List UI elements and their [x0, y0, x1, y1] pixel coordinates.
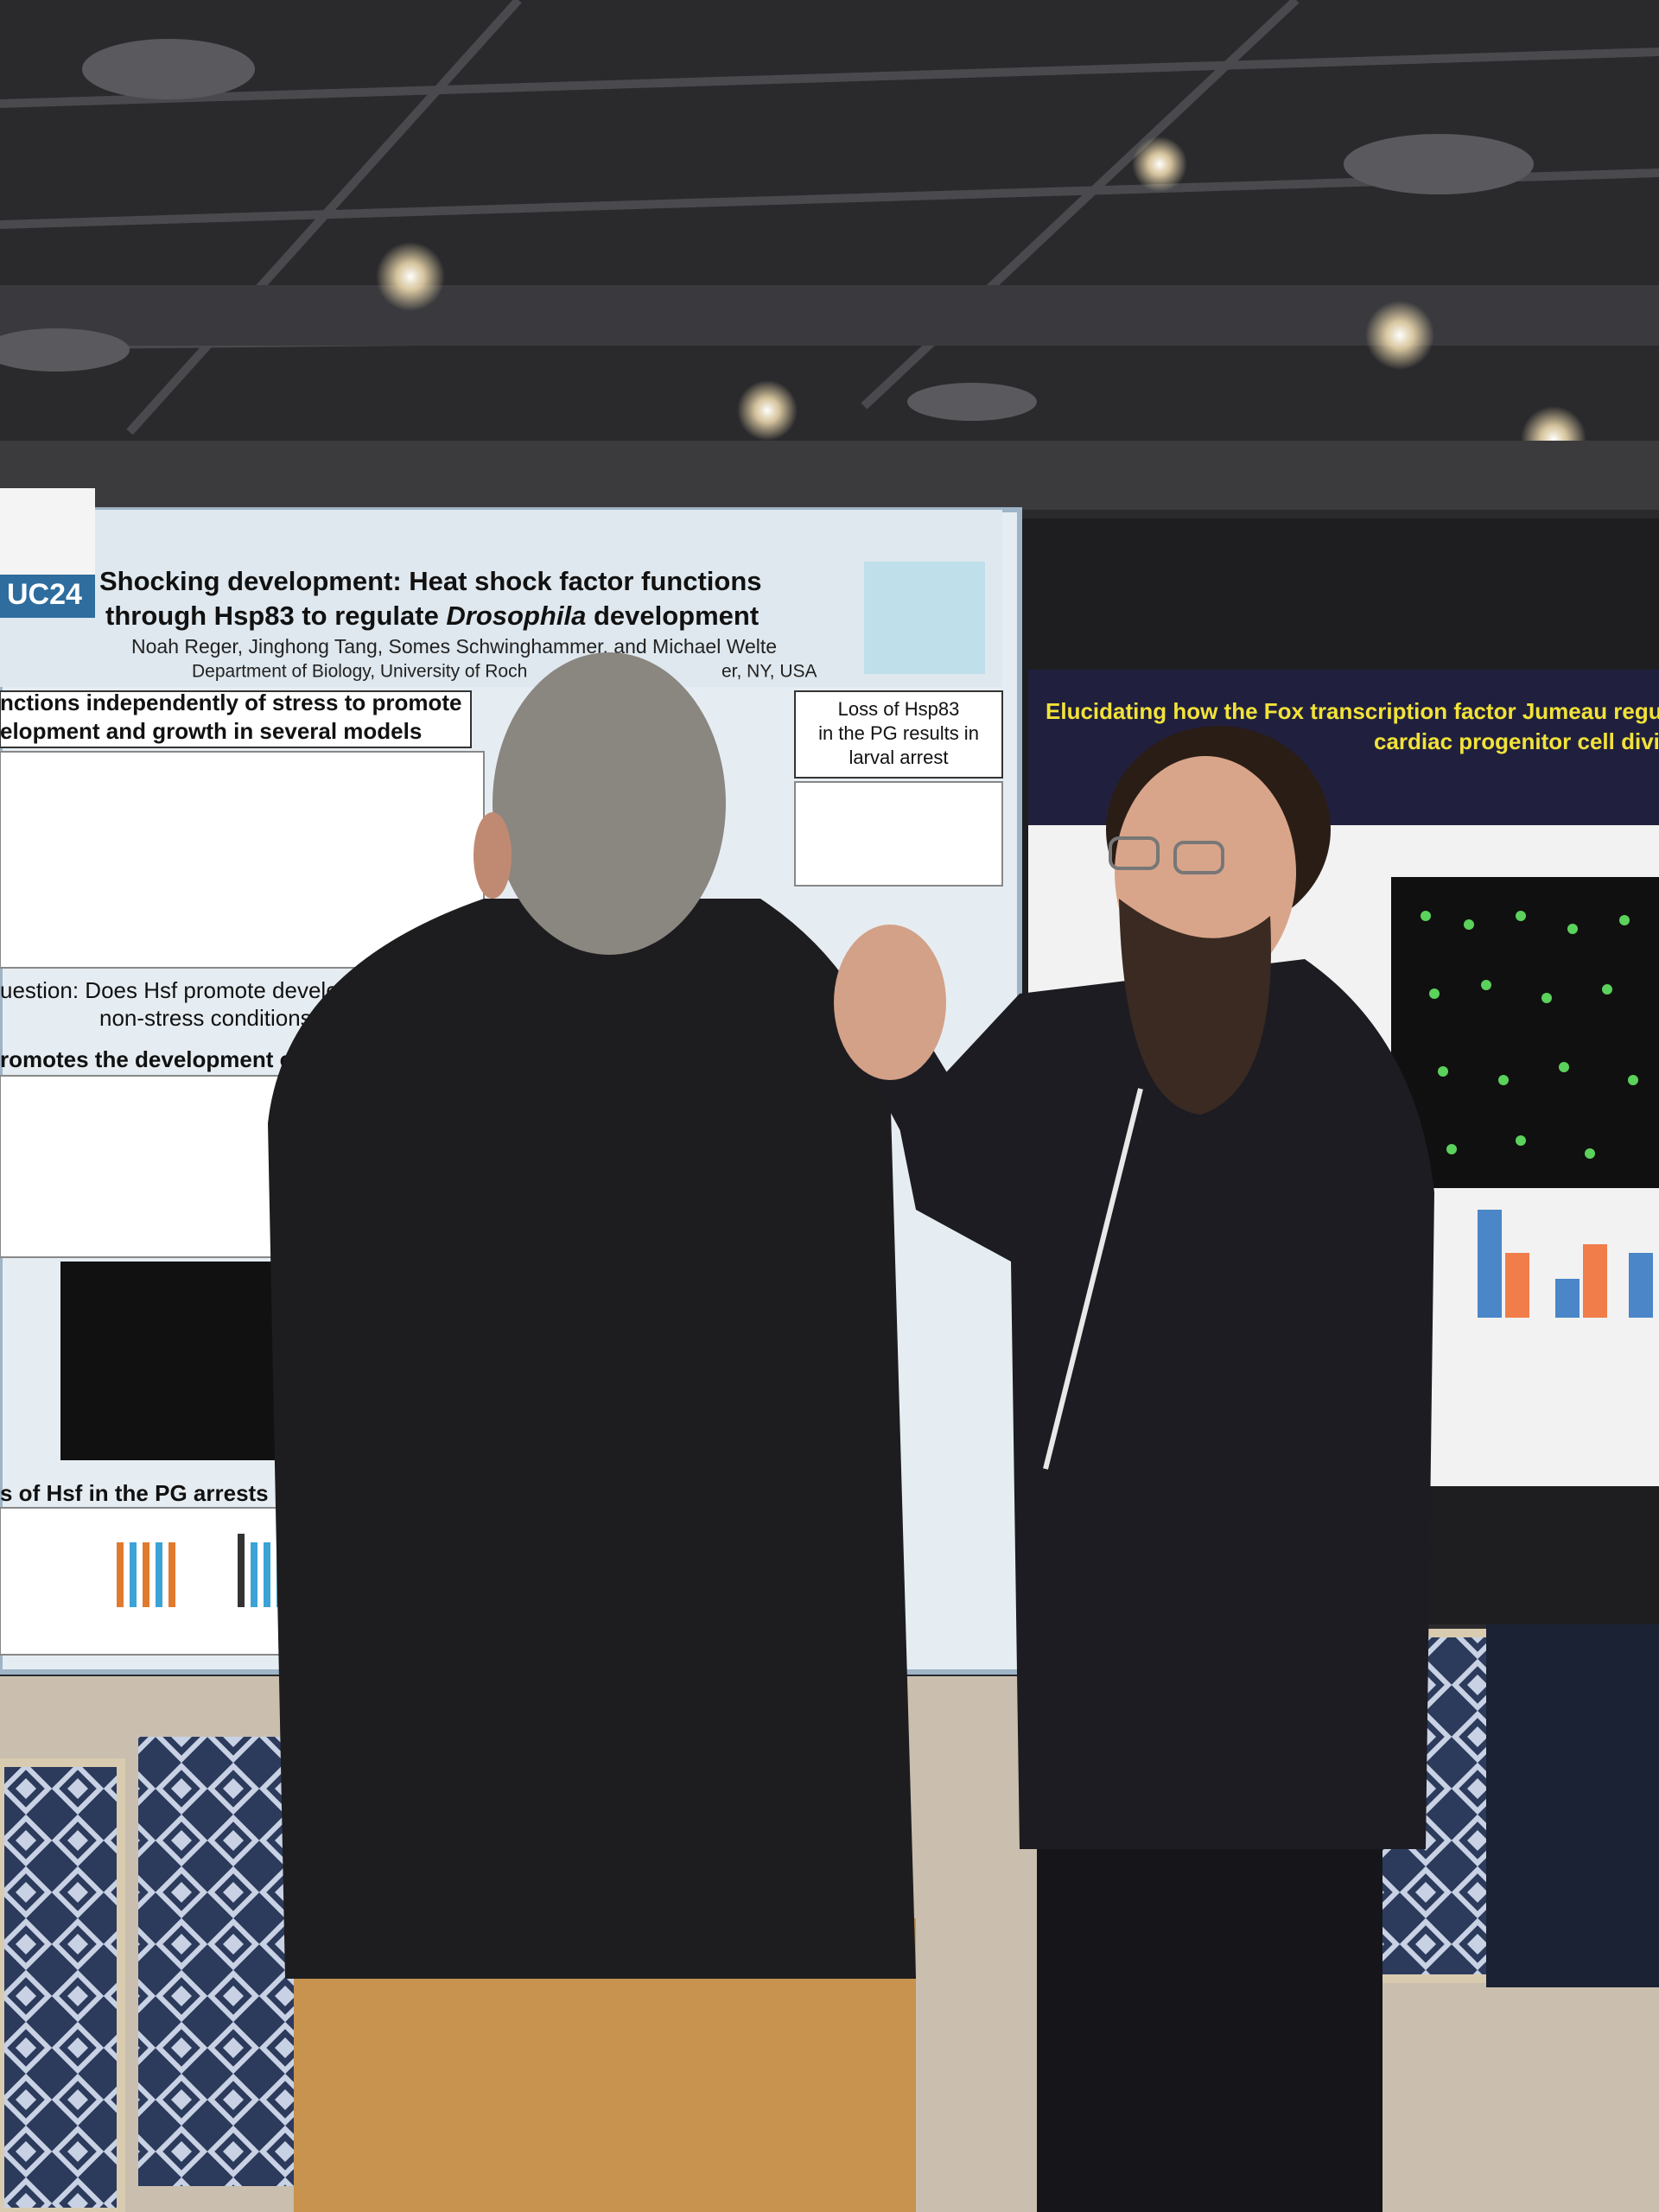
board-sign: [0, 488, 95, 583]
vent: [82, 39, 255, 99]
section-heading: nctions independently of stress to promo…: [0, 690, 462, 715]
section-heading: larval arrest: [849, 747, 949, 768]
chair: [0, 1758, 125, 2212]
lanyard: [1043, 1088, 1143, 1470]
head: [493, 652, 726, 955]
board-top: [0, 441, 1659, 510]
section-heading: Loss of Hsp83: [838, 698, 960, 720]
bar-chart-icon: [1478, 1210, 1653, 1318]
section-heading: romotes the development of se: [0, 1046, 332, 1072]
sleeve: [864, 1050, 994, 1192]
sweater: [268, 899, 916, 1979]
vent: [907, 383, 1037, 421]
panel: [794, 781, 1003, 887]
background-person: [1486, 1624, 1659, 1987]
panel: [0, 1075, 286, 1258]
authors: Noah Reger, Jinghong Tang, Somes Schwing…: [131, 635, 777, 658]
micrograph: [60, 1262, 302, 1460]
beard: [1119, 899, 1271, 1115]
poster-illustration: [864, 562, 985, 674]
micrograph: [1391, 877, 1659, 1188]
poster-title: Shocking development: Heat shock factor …: [99, 566, 762, 596]
title-part: Drosophila: [446, 601, 586, 631]
logo: UC24: [7, 578, 82, 611]
title-part: development: [586, 601, 759, 631]
affiliation: Department of Biology, University of Roc…: [192, 662, 527, 682]
suit: [899, 959, 1434, 1849]
hand: [834, 925, 946, 1080]
ear: [474, 812, 512, 899]
section-heading: in the PG results in: [818, 722, 979, 744]
section-heading: s of Hsf in the PG arrests lar: [0, 1480, 302, 1506]
affiliation: er, NY, USA: [721, 662, 817, 682]
ceiling: [0, 0, 1659, 518]
panel: [0, 690, 472, 748]
logo-box: [0, 575, 95, 618]
glasses: [1109, 836, 1224, 874]
poster-header: [0, 510, 1002, 687]
title-part: through Hsp83 to regulate: [105, 601, 446, 631]
cell-dots: [1421, 911, 1638, 1159]
panel: [0, 751, 485, 969]
poster-title: Elucidating how the Fox transcription fa…: [1046, 698, 1659, 724]
section-heading: elopment and growth in several models: [0, 718, 422, 744]
panel: [794, 690, 1003, 779]
vent: [0, 328, 130, 372]
vent: [1344, 134, 1534, 194]
poster-title: cardiac progenitor cell divisio: [1374, 728, 1659, 754]
poster-title: through Hsp83 to regulate Drosophila dev…: [105, 601, 759, 631]
ceiling-lights: [376, 137, 1586, 472]
pants: [1037, 1823, 1382, 2212]
